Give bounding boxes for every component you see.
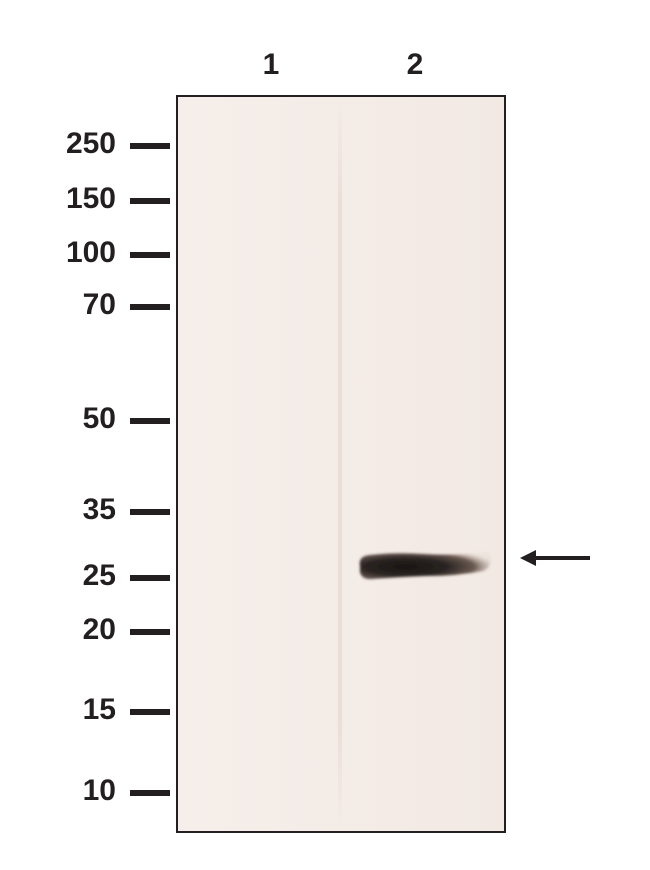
marker-label-70: 70 [36, 288, 116, 322]
marker-label-35: 35 [36, 493, 116, 527]
marker-label-20: 20 [36, 613, 116, 647]
marker-tick-70 [130, 304, 170, 310]
marker-tick-20 [130, 629, 170, 635]
marker-tick-250 [130, 143, 170, 149]
marker-label-250: 250 [36, 127, 116, 161]
arrow-shaft [534, 556, 590, 560]
western-blot-figure: 1 2 250 150 100 70 50 35 25 20 15 10 [0, 0, 650, 870]
marker-label-100: 100 [36, 236, 116, 270]
marker-label-15: 15 [36, 693, 116, 727]
lane-2-label: 2 [400, 48, 430, 82]
marker-tick-100 [130, 252, 170, 258]
marker-label-10: 10 [36, 774, 116, 808]
marker-tick-10 [130, 790, 170, 796]
marker-tick-150 [130, 198, 170, 204]
blot-membrane [176, 95, 506, 833]
band-arrow [520, 548, 598, 568]
marker-tick-35 [130, 509, 170, 515]
lane-1-label: 1 [256, 48, 286, 82]
marker-tick-50 [130, 418, 170, 424]
lane-divider [338, 97, 342, 831]
protein-band [356, 549, 492, 583]
marker-label-50: 50 [36, 402, 116, 436]
marker-tick-15 [130, 709, 170, 715]
marker-label-25: 25 [36, 559, 116, 593]
marker-label-150: 150 [36, 182, 116, 216]
marker-tick-25 [130, 575, 170, 581]
